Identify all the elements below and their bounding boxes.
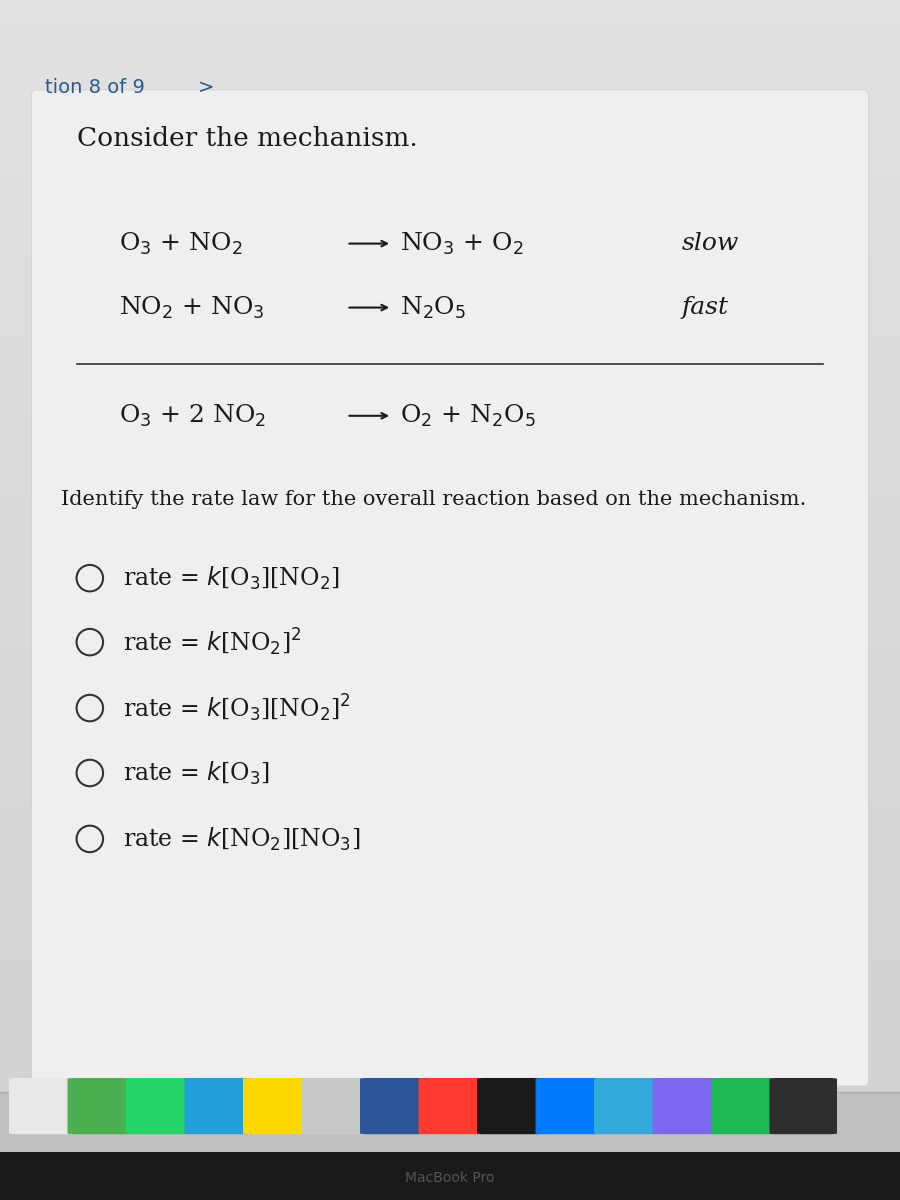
Text: NO$_3$ + O$_2$: NO$_3$ + O$_2$ [400,230,524,257]
FancyBboxPatch shape [770,1078,837,1134]
Text: MacBook Pro: MacBook Pro [405,1171,495,1186]
FancyBboxPatch shape [243,1078,310,1134]
Text: slow: slow [682,232,739,256]
Text: rate = $k$[NO$_2$][NO$_3$]: rate = $k$[NO$_2$][NO$_3$] [123,826,360,852]
Text: rate = $k$[NO$_2$]$^2$: rate = $k$[NO$_2$]$^2$ [123,626,302,658]
FancyBboxPatch shape [477,1078,544,1134]
Text: O$_3$ + 2 NO$_2$: O$_3$ + 2 NO$_2$ [119,403,266,428]
FancyBboxPatch shape [360,1078,427,1134]
FancyBboxPatch shape [711,1078,778,1134]
Text: O$_3$ + NO$_2$: O$_3$ + NO$_2$ [119,230,242,257]
FancyBboxPatch shape [536,1078,603,1134]
FancyBboxPatch shape [418,1078,486,1134]
Text: O$_2$ + N$_2$O$_5$: O$_2$ + N$_2$O$_5$ [400,403,536,428]
Bar [0,1152,900,1200]
Text: Identify the rate law for the overall reaction based on the mechanism.: Identify the rate law for the overall re… [61,490,806,509]
Text: NO$_2$ + NO$_3$: NO$_2$ + NO$_3$ [119,294,265,320]
FancyBboxPatch shape [302,1078,369,1134]
FancyBboxPatch shape [184,1078,252,1134]
Text: tion 8 of 9: tion 8 of 9 [45,78,145,97]
Bar [0,1092,900,1200]
Text: Consider the mechanism.: Consider the mechanism. [77,126,418,150]
Text: >: > [198,78,214,97]
Text: N$_2$O$_5$: N$_2$O$_5$ [400,294,466,320]
Text: rate = $k$[O$_3$][NO$_2$]: rate = $k$[O$_3$][NO$_2$] [123,564,339,592]
FancyBboxPatch shape [68,1078,135,1134]
Text: fast: fast [682,296,729,319]
Text: rate = $k$[O$_3$]: rate = $k$[O$_3$] [123,760,270,786]
FancyBboxPatch shape [594,1078,662,1134]
FancyBboxPatch shape [32,90,868,1086]
FancyBboxPatch shape [9,1078,77,1134]
FancyBboxPatch shape [652,1078,720,1134]
FancyBboxPatch shape [126,1078,194,1134]
Text: rate = $k$[O$_3$][NO$_2$]$^2$: rate = $k$[O$_3$][NO$_2$]$^2$ [123,692,351,724]
